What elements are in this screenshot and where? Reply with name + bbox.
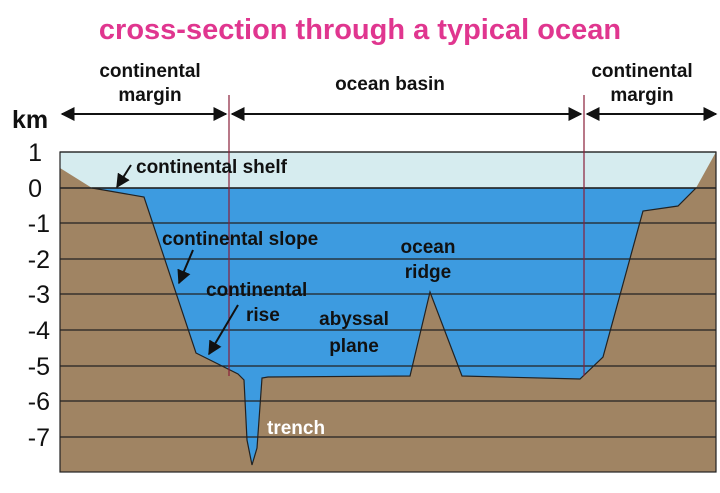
y-tick: 0 bbox=[28, 175, 42, 203]
ocean-ridge-label-line1: ocean bbox=[401, 237, 456, 258]
section-frame bbox=[59, 151, 717, 473]
y-tick: -2 bbox=[28, 246, 50, 274]
left-margin-label-line2: margin bbox=[118, 85, 181, 106]
right-coast-land bbox=[696, 152, 716, 188]
left-margin-label-line1: continental bbox=[99, 61, 200, 82]
y-tick: -4 bbox=[28, 317, 50, 345]
left-coast-land bbox=[60, 168, 92, 188]
y-tick: -3 bbox=[28, 281, 50, 309]
continental-shelf-label: continental shelf bbox=[136, 157, 288, 178]
continental-rise-label-line2: rise bbox=[246, 305, 280, 326]
y-tick: -5 bbox=[28, 353, 50, 381]
sea-surface-band bbox=[60, 152, 716, 188]
y-axis-ticks: 1 0 -1 -2 -3 -4 -5 -6 -7 bbox=[28, 139, 50, 452]
y-tick: -1 bbox=[28, 210, 50, 238]
abyssal-plain-label-line1: abyssal bbox=[319, 309, 389, 330]
continental-slope-label: continental slope bbox=[162, 229, 318, 250]
y-tick: -6 bbox=[28, 388, 50, 416]
ocean-water bbox=[91, 187, 698, 466]
abyssal-plain-label-line2: plane bbox=[329, 336, 379, 357]
right-margin-label-line2: margin bbox=[610, 85, 673, 106]
diagram-title: cross-section through a typical ocean bbox=[99, 14, 621, 46]
ocean-basin-label: ocean basin bbox=[335, 74, 445, 95]
continental-rise-label-line1: continental bbox=[206, 280, 307, 301]
right-margin-label-line1: continental bbox=[591, 61, 692, 82]
trench-label: trench bbox=[267, 418, 325, 439]
y-tick: 1 bbox=[28, 139, 42, 167]
y-tick: -7 bbox=[28, 424, 50, 452]
axis-unit-label: km bbox=[12, 106, 48, 134]
ocean-ridge-label-line2: ridge bbox=[405, 262, 451, 283]
shelf-pointer-arrow bbox=[116, 164, 132, 189]
rise-pointer-arrow bbox=[208, 304, 239, 356]
slope-pointer-arrow bbox=[177, 249, 194, 285]
